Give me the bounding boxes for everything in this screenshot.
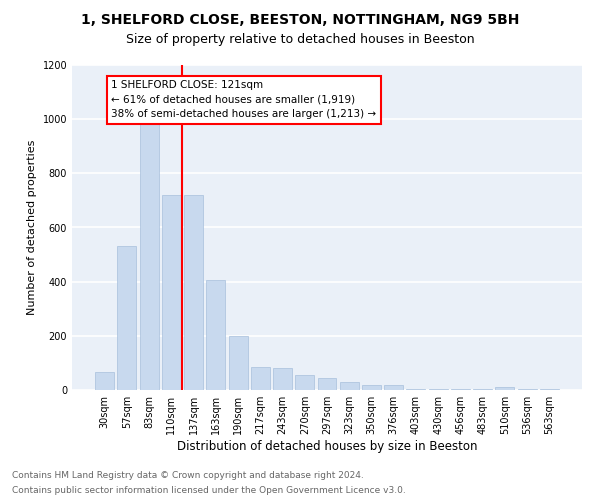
Bar (406, 388, 425, 390)
Text: Size of property relative to detached houses in Beeston: Size of property relative to detached ho… (125, 32, 475, 46)
Bar (518, 389, 536, 390)
Bar (362, 385, 381, 390)
Bar (251, 367, 270, 390)
Bar (429, 388, 448, 390)
Bar (451, 389, 470, 390)
Text: 1 SHELFORD CLOSE: 121sqm
← 61% of detached houses are smaller (1,919)
38% of sem: 1 SHELFORD CLOSE: 121sqm ← 61% of detach… (112, 80, 376, 120)
Bar (184, 195, 203, 390)
Text: Contains public sector information licensed under the Open Government Licence v3: Contains public sector information licen… (12, 486, 406, 495)
Y-axis label: Number of detached properties: Number of detached properties (27, 140, 37, 315)
Bar (273, 368, 292, 390)
Text: 1, SHELFORD CLOSE, BEESTON, NOTTINGHAM, NG9 5BH: 1, SHELFORD CLOSE, BEESTON, NOTTINGHAM, … (81, 12, 519, 26)
Bar (496, 387, 514, 390)
Bar (95, 372, 114, 390)
Bar (473, 389, 492, 390)
Text: Contains HM Land Registry data © Crown copyright and database right 2024.: Contains HM Land Registry data © Crown c… (12, 471, 364, 480)
Bar (162, 195, 181, 390)
X-axis label: Distribution of detached houses by size in Beeston: Distribution of detached houses by size … (177, 440, 477, 453)
Bar (229, 336, 248, 390)
Bar (340, 382, 359, 390)
Bar (118, 246, 136, 390)
Bar (317, 378, 337, 390)
Bar (384, 385, 403, 390)
Bar (295, 375, 314, 390)
Bar (206, 280, 225, 390)
Bar (140, 119, 158, 390)
Bar (540, 389, 559, 390)
